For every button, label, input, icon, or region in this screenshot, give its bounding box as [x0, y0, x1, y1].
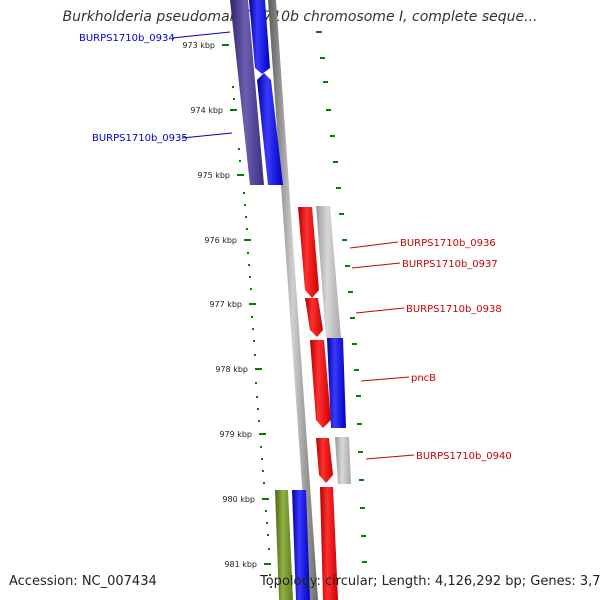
gene-label-burps1710b-0937[interactable]: BURPS1710b_0937: [402, 259, 498, 270]
label-connectors: [171, 31, 415, 460]
gene-label-burps1710b-0934[interactable]: BURPS1710b_0934: [79, 33, 175, 44]
tick-label: 973 kbp: [182, 41, 215, 50]
tick-label: 981 kbp: [224, 560, 257, 569]
gene-gray-lower[interactable]: [335, 437, 351, 484]
tick-label: 975 kbp: [197, 171, 230, 180]
inner-tick-ring: [232, 86, 272, 588]
gene-0934-shape[interactable]: [249, 0, 270, 74]
tick-label: 976 kbp: [204, 236, 237, 245]
gene-0937-shape[interactable]: [298, 207, 319, 298]
map-title: Burkholderia pseudomallei 1710b chromoso…: [62, 9, 538, 25]
gene-blue-bottom[interactable]: [292, 490, 310, 600]
gene-red-bottom[interactable]: [320, 487, 338, 600]
gene-0940-shape[interactable]: [316, 438, 333, 483]
gene-0938-shape[interactable]: [305, 298, 323, 337]
kbp-tick-dashes: [222, 44, 271, 565]
chromosome-backbone: [268, 0, 318, 600]
kbp-tick-labels: 973 kbp 974 kbp 975 kbp 976 kbp 977 kbp …: [182, 41, 257, 569]
gene-label-burps1710b-0936[interactable]: BURPS1710b_0936: [400, 238, 496, 249]
gene-0935-shape[interactable]: [257, 73, 283, 185]
green-feature: [275, 490, 293, 600]
tick-label: 977 kbp: [209, 300, 242, 309]
outer-tick-ring: [316, 31, 367, 563]
gene-label-burps1710b-0935[interactable]: BURPS1710b_0935: [92, 133, 188, 144]
tick-label: 974 kbp: [190, 106, 223, 115]
gene-0936-shape[interactable]: [316, 206, 341, 338]
gene-blue-middle[interactable]: [327, 338, 346, 428]
tick-label: 978 kbp: [215, 365, 248, 374]
gene-label-burps1710b-0940[interactable]: BURPS1710b_0940: [416, 451, 512, 462]
dark-feature-top: [230, 0, 264, 185]
gene-pncB-shape[interactable]: [310, 340, 331, 428]
accession-text: Accession: NC_007434: [9, 574, 157, 589]
tick-label: 980 kbp: [222, 495, 255, 504]
tick-label: 979 kbp: [219, 430, 252, 439]
gene-label-burps1710b-0938[interactable]: BURPS1710b_0938: [406, 304, 502, 315]
topology-text: Topology: circular; Length: 4,126,292 bp…: [260, 574, 600, 589]
gene-label-pncb[interactable]: pncB: [411, 373, 436, 384]
